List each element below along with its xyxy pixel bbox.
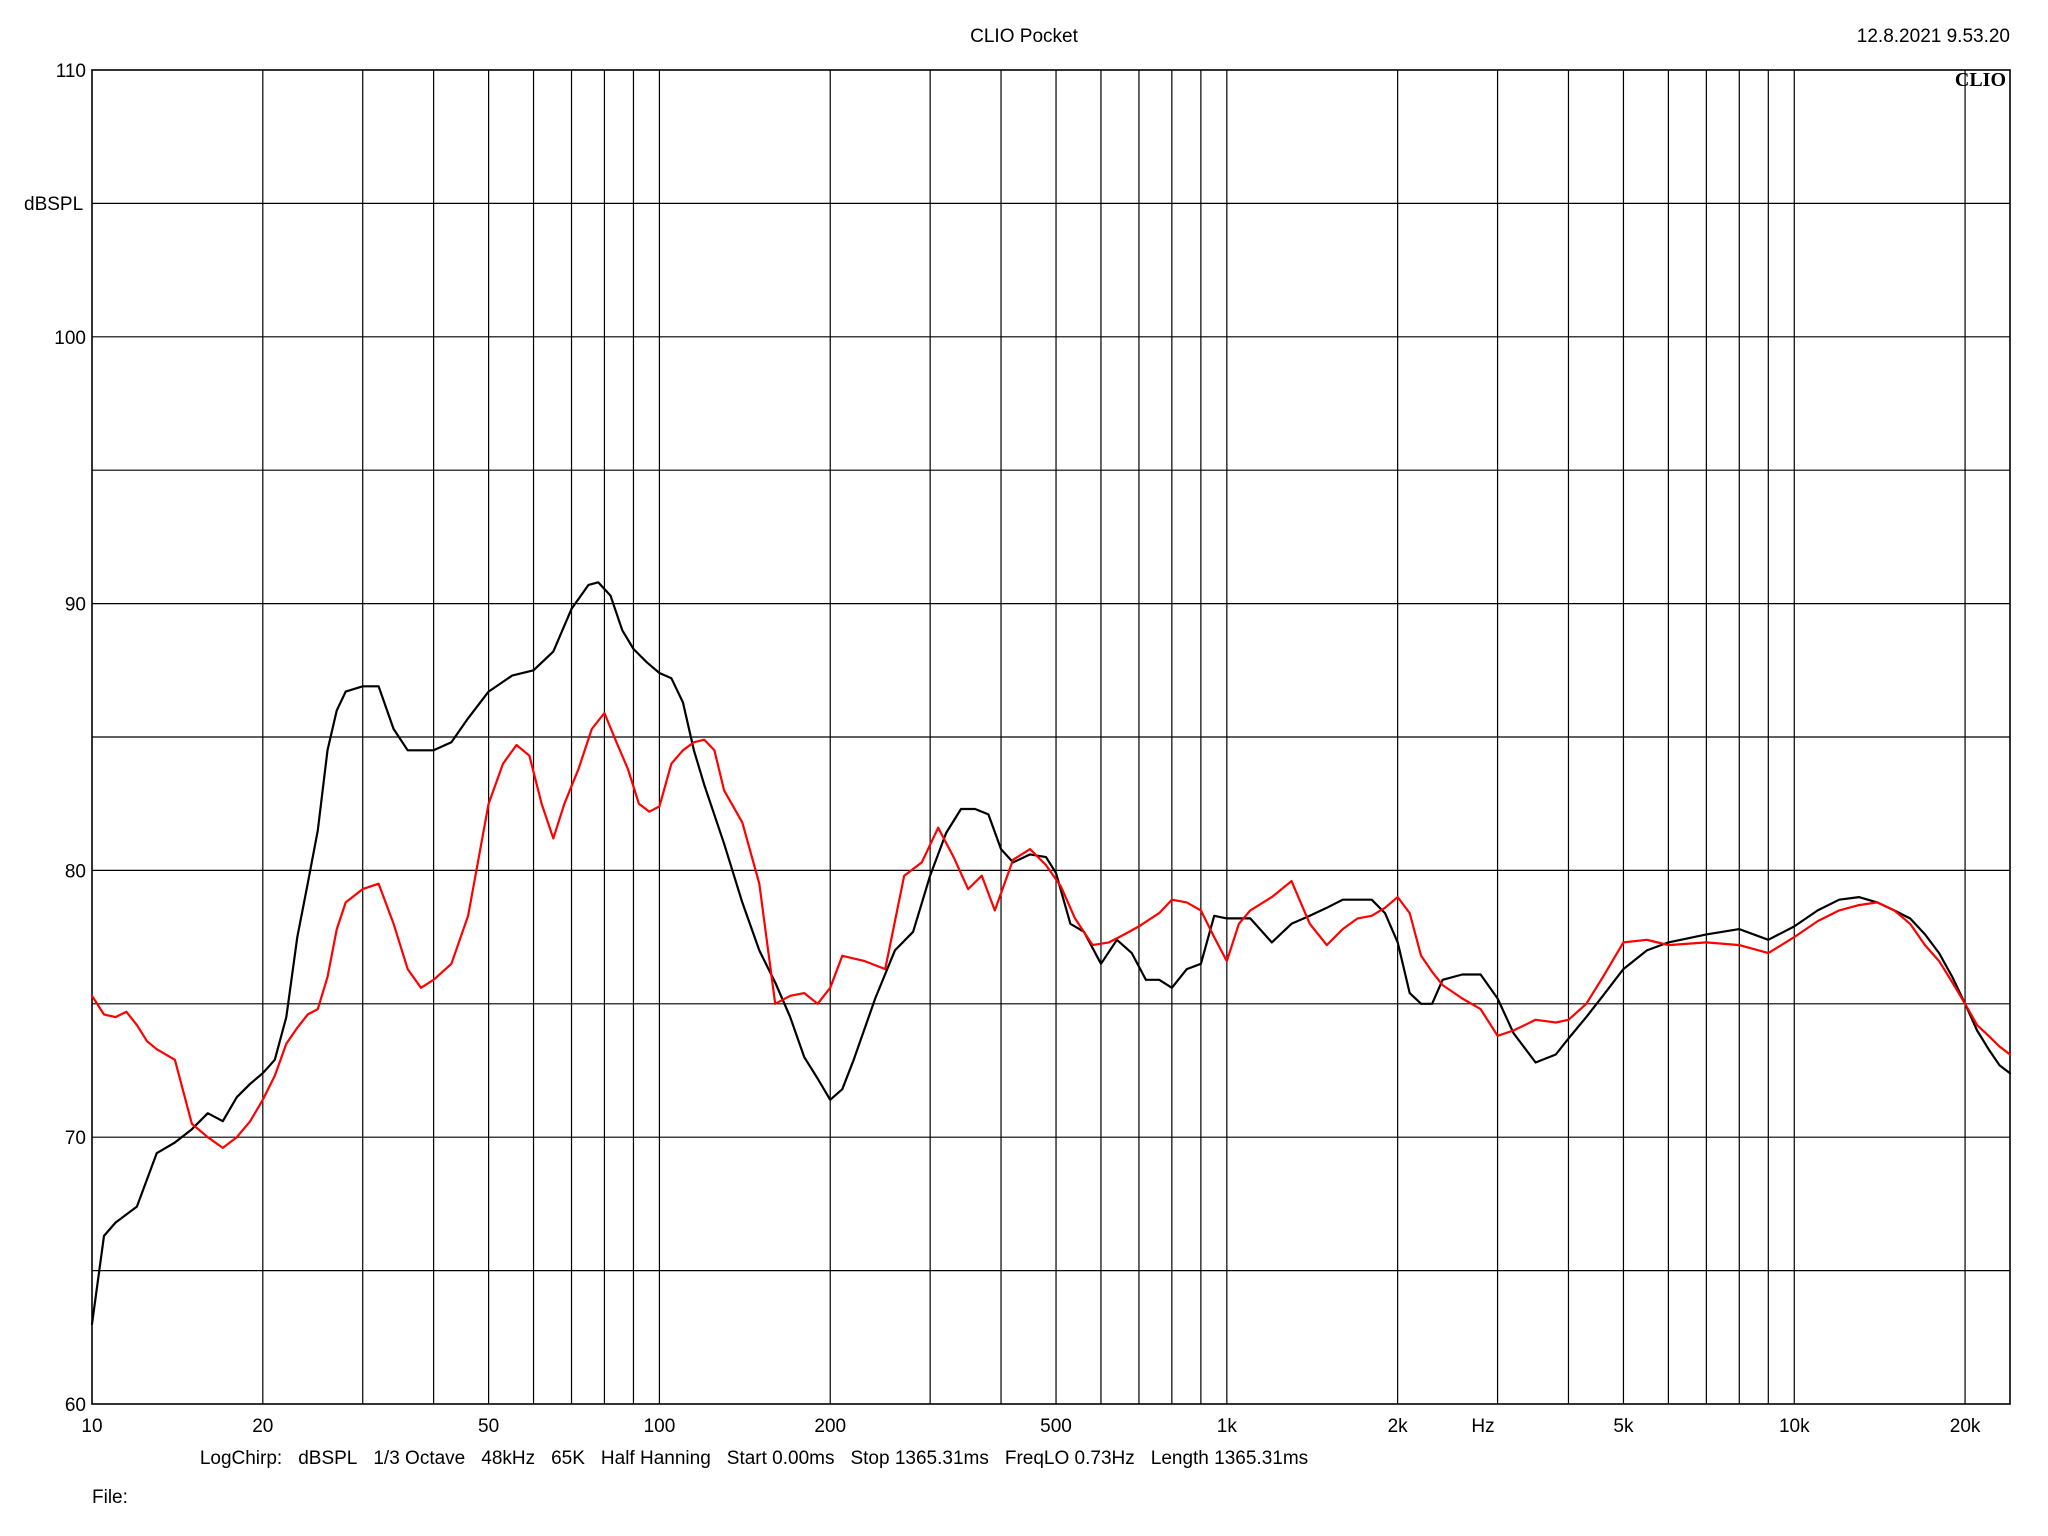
y-tick-label: 90 [65,595,86,616]
setting-item: dBSPL [298,1448,357,1469]
y-axis-label: dBSPL [24,194,83,215]
x-tick-label: 20 [252,1416,273,1437]
x-axis-label: Hz [1471,1416,1494,1437]
y-tick-label: 110 [56,61,86,82]
x-tick-label: 10k [1779,1416,1810,1437]
y-tick-label: 80 [65,861,86,882]
plot-frame [91,69,2011,1405]
x-tick-label: 500 [1040,1416,1072,1437]
setting-item: Half Hanning [601,1448,711,1469]
y-tick-label: 70 [65,1128,86,1149]
x-tick-label: 10 [81,1416,102,1437]
setting-item: 48kHz [481,1448,535,1469]
file-label: File: [92,1487,128,1508]
timestamp: 12.8.2021 9.53.20 [1857,26,2010,47]
setting-item: Stop 1365.31ms [850,1448,988,1469]
setting-item: 65K [551,1448,585,1469]
measurement-settings: LogChirp: dBSPL 1/3 Octave 48kHz 65K Half Han… [200,1448,1308,1469]
x-tick-label: 20k [1950,1416,1981,1437]
series-line-red [90,711,2012,1149]
series-line-black [90,581,2012,1326]
setting-item: LogChirp: [200,1448,282,1469]
x-tick-label: 100 [644,1416,676,1437]
settings-line: LogChirp: dBSPL 1/3 Octave 48kHz 65K Half Han… [200,1448,1308,1469]
x-tick-label: 2k [1388,1416,1409,1437]
setting-item: Start 0.00ms [727,1448,835,1469]
x-tick-label: 1k [1217,1416,1238,1437]
setting-item: 1/3 Octave [373,1448,465,1469]
data-series [90,581,2012,1326]
y-tick-label: 60 [65,1395,86,1416]
grid-lines [92,70,2010,1404]
logo-text: CLIO [1955,69,2006,91]
x-tick-label: 50 [478,1416,499,1437]
tick-labels: 10 20 50 100 200 500 1k 2k 5k 10k 20k 60 70 80 90 100 11… [54,61,1981,1437]
x-tick-label: 5k [1613,1416,1634,1437]
x-tick-label: 200 [814,1416,846,1437]
y-tick-label: 100 [54,328,86,349]
setting-item: FreqLO 0.73Hz [1005,1448,1135,1469]
setting-item: Length 1365.31ms [1151,1448,1308,1469]
chart-title: CLIO Pocket [970,26,1078,47]
